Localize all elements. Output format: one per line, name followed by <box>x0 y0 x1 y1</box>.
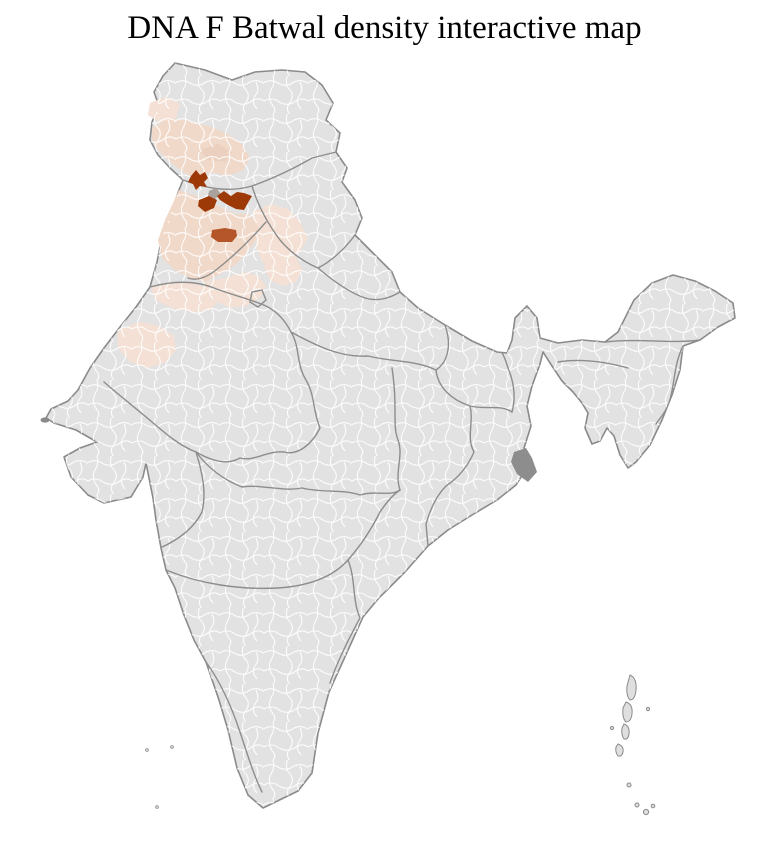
andaman-islands[interactable] <box>609 674 656 816</box>
nw-district-lobe[interactable] <box>198 196 217 212</box>
nw-district-star[interactable] <box>188 170 208 190</box>
lakshadweep-islands[interactable] <box>145 745 174 809</box>
nw-district-mid[interactable] <box>211 228 237 242</box>
kutch-islet <box>40 417 50 423</box>
delta-patch <box>511 448 537 482</box>
map-title: DNA F Batwal density interactive map <box>127 10 642 46</box>
nw-district-wing[interactable] <box>217 191 252 210</box>
high-density-districts[interactable] <box>188 170 252 242</box>
district-mesh <box>46 63 735 808</box>
